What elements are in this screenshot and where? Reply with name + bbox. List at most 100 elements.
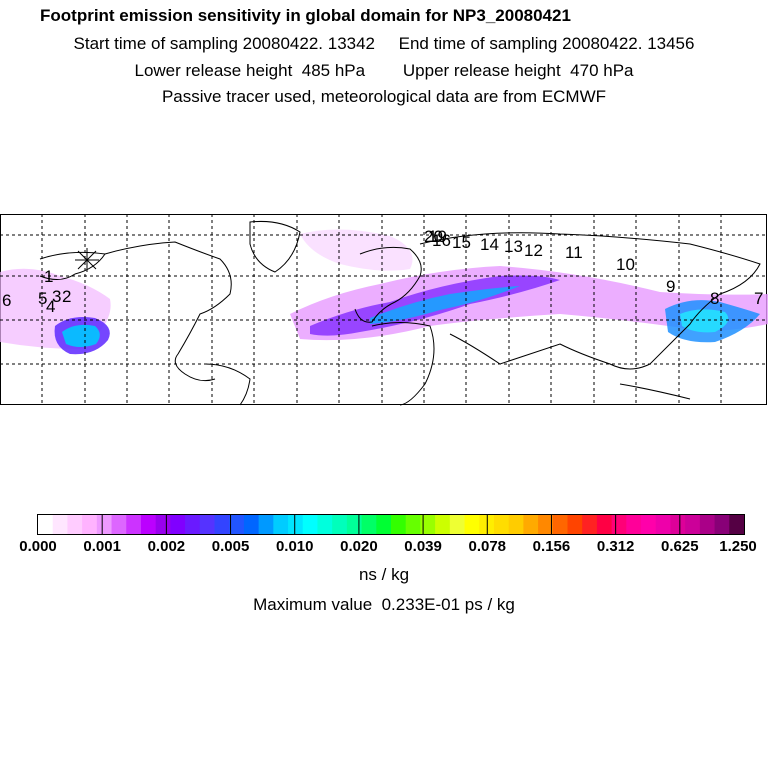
tracer-note: Passive tracer used, meteorological data… xyxy=(161,87,607,106)
colorbar-cell xyxy=(126,515,142,534)
map-title: Footprint emission sensitivity in global… xyxy=(40,6,571,25)
trajectory-label: 9 xyxy=(666,277,675,296)
colorbar-cell xyxy=(596,515,613,534)
trajectory-label: 13 xyxy=(504,237,523,256)
colorbar-cell xyxy=(391,515,407,534)
colorbar-cell xyxy=(96,515,113,534)
colorbar-tick-label: 0.156 xyxy=(532,538,571,555)
colorbar-cell xyxy=(111,515,127,534)
trajectory-label: 2 xyxy=(62,287,71,306)
sensitivity-field xyxy=(0,229,768,355)
trajectory-label: 10 xyxy=(616,255,635,274)
colorbar-cell xyxy=(214,515,230,534)
colorbar-tick-label: 0.005 xyxy=(211,538,250,555)
colorbar-cells xyxy=(38,515,745,534)
colorbar-cell xyxy=(185,515,201,534)
colorbar-tick-label: 1.250 xyxy=(719,538,757,555)
colorbar-cell xyxy=(243,515,260,534)
asia-coast xyxy=(419,232,761,370)
colorbar-cell xyxy=(170,515,186,534)
colorbar-cell xyxy=(288,515,304,534)
colorbar-tick-label: 0.000 xyxy=(19,538,57,555)
colorbar-cell xyxy=(508,515,524,534)
colorbar-cell xyxy=(258,515,274,534)
plume-japan-cyan xyxy=(680,309,729,333)
europe-coast xyxy=(354,246,422,323)
coastlines xyxy=(39,221,761,406)
colorbar-cell xyxy=(714,515,730,534)
trajectory-label: 14 xyxy=(480,235,499,254)
colorbar-cell xyxy=(273,515,289,534)
colorbar-cell xyxy=(317,515,333,534)
release-site-icon xyxy=(75,248,99,272)
trajectory-label: 16 xyxy=(432,231,451,250)
release-heights: Lower release height 485 hPa Upper relea… xyxy=(0,61,768,81)
colorbar-cell xyxy=(670,515,686,534)
colorbar-tick-label: 0.078 xyxy=(468,538,507,555)
north-america-coast xyxy=(104,241,232,382)
colorbar-cell xyxy=(523,515,539,534)
colorbar-cell xyxy=(420,515,436,534)
trajectory-label: 19 xyxy=(428,227,447,246)
colorbar-cell xyxy=(641,515,657,534)
end-time: End time of sampling 20080422. 13456 xyxy=(398,34,695,53)
lower-height: Lower release height 485 hPa xyxy=(134,61,366,80)
colorbar-cell xyxy=(302,515,318,534)
colorbar-cell xyxy=(376,515,392,534)
colorbar-cell xyxy=(626,515,642,534)
colorbar-unit: ns / kg xyxy=(358,565,410,584)
africa-coast xyxy=(371,322,435,406)
colorbar-cell xyxy=(229,515,245,534)
colorbar-tick-label: 0.020 xyxy=(340,538,378,555)
trajectory-label: 15 xyxy=(452,233,471,252)
trajectory-label: 7 xyxy=(754,289,763,308)
greenland-coast xyxy=(249,221,301,273)
plume-eurasia-cyan xyxy=(370,286,520,324)
colorbar-cell xyxy=(611,515,627,534)
plume-europe xyxy=(300,229,413,271)
trajectory-label: 1 xyxy=(44,267,53,286)
colorbar-dividers xyxy=(101,515,681,534)
colorbar xyxy=(37,514,745,535)
south-america-coast xyxy=(204,363,251,406)
trajectory-label: 4 xyxy=(46,297,55,316)
colorbar-tick-label: 0.001 xyxy=(83,538,121,555)
colorbar-cell xyxy=(67,515,83,534)
trajectory-label: 8 xyxy=(710,289,719,308)
colorbar-cell xyxy=(729,515,745,534)
colorbar-cell xyxy=(332,515,348,534)
alaska-coast xyxy=(39,251,106,280)
trajectory-label: 20 xyxy=(424,227,443,246)
trajectory-label: 5 xyxy=(38,289,47,308)
colorbar-cell xyxy=(552,515,568,534)
colorbar-tick-label: 0.002 xyxy=(147,538,186,555)
trajectory-label: 12 xyxy=(524,241,543,260)
colorbar-cell xyxy=(199,515,215,534)
start-time: Start time of sampling 20080422. 13342 xyxy=(73,34,376,53)
plume-swirl-inner xyxy=(62,324,100,347)
colorbar-cell xyxy=(38,515,54,534)
colorbar-tick-label: 0.010 xyxy=(275,538,314,555)
colorbar-cell xyxy=(140,515,157,534)
colorbar-frame xyxy=(37,514,745,535)
sampling-times: Start time of sampling 20080422. 13342 E… xyxy=(0,34,768,54)
colorbar-cell xyxy=(699,515,716,534)
colorbar-tick-label: 0.312 xyxy=(596,538,635,555)
trajectory-label: 11 xyxy=(565,243,583,262)
colorbar-cell xyxy=(464,515,480,534)
colorbar-cell xyxy=(655,515,671,534)
colorbar-cell xyxy=(493,515,510,534)
colorbar-cell xyxy=(361,515,377,534)
colorbar-cell xyxy=(82,515,98,534)
colorbar-cell xyxy=(685,515,701,534)
colorbar-cell xyxy=(538,515,554,534)
colorbar-cell xyxy=(52,515,68,534)
colorbar-cell xyxy=(567,515,583,534)
maximum-value: Maximum value 0.233E-01 ps / kg xyxy=(253,595,515,614)
colorbar-cell xyxy=(435,515,451,534)
upper-height: Upper release height 470 hPa xyxy=(402,61,634,80)
colorbar-cell xyxy=(346,515,363,534)
colorbar-cell xyxy=(155,515,171,534)
